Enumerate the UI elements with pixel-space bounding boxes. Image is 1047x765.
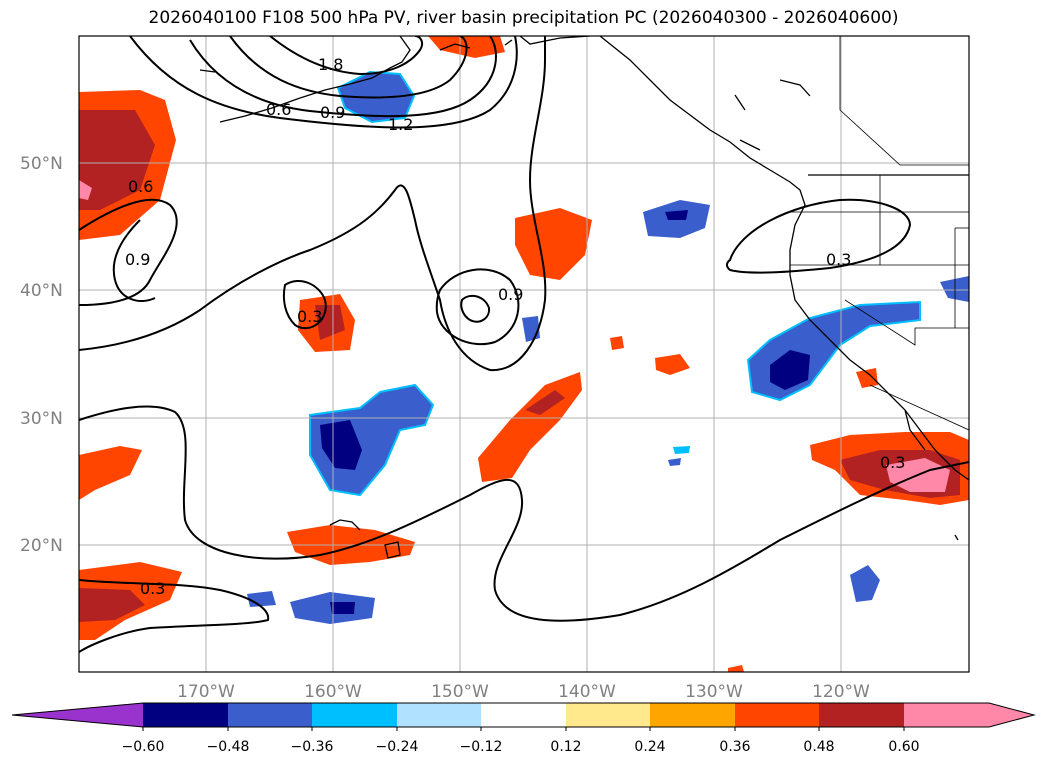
colorbar-tick: 0.12 (550, 739, 581, 755)
precip-blob-positive-core (315, 305, 345, 340)
latitude-labels: 50°N 40°N 30°N 20°N (20, 154, 63, 556)
colorbar-segment (566, 703, 651, 727)
lat-label: 40°N (20, 281, 63, 301)
precip-blob-negative (850, 565, 880, 602)
precip-blob-negative (940, 276, 969, 302)
precip-blob-positive (728, 665, 744, 672)
precip-blob-negative (668, 458, 681, 466)
colorbar-segment (481, 703, 566, 727)
colorbar-tick: 0.24 (634, 739, 665, 755)
colorbar-tick: −0.36 (291, 739, 334, 755)
lon-label: 140°W (558, 682, 616, 702)
colorbar-segment (819, 703, 904, 727)
lon-label: 130°W (685, 682, 743, 702)
contour-label: 0.6 (266, 100, 291, 119)
map-area: 1.8 0.6 0.9 1.2 0.6 0.9 0.3 0.9 0.3 0.3 … (79, 36, 969, 672)
map-frame (78, 35, 970, 673)
lat-label: 20°N (20, 536, 63, 556)
colorbar-segment (143, 703, 228, 727)
precip-blob-negative-core (330, 602, 355, 614)
precip-blob-negative-core (770, 350, 810, 390)
lon-label: 120°W (812, 682, 870, 702)
colorbar-extend-right (989, 703, 1034, 727)
colorbar: −0.60 −0.48 −0.36 −0.24 −0.12 0.12 0.24 … (11, 702, 1036, 755)
lat-label: 50°N (20, 154, 63, 174)
colorbar-segment (650, 703, 735, 727)
contour-labels: 1.8 0.6 0.9 1.2 0.6 0.9 0.3 0.9 0.3 0.3 … (125, 55, 905, 598)
colorbar-extend-left (12, 703, 143, 727)
contour-label: 0.3 (880, 453, 905, 472)
longitude-labels: 170°W 160°W 150°W 140°W 130°W 120°W (177, 682, 870, 702)
colorbar-segment (904, 703, 989, 727)
precip-blob-positive-peak (79, 180, 92, 200)
contour-label: 0.3 (826, 250, 851, 269)
pv-contours (79, 36, 969, 653)
colorbar-tick: 0.36 (719, 739, 750, 755)
precip-blob-negative-core (320, 420, 362, 470)
contour-label: 0.9 (498, 285, 523, 304)
precip-blob-positive-core (79, 588, 145, 622)
colorbar-tick: −0.24 (376, 739, 419, 755)
precip-blob-positive (79, 446, 142, 500)
precip-blob-positive-core (525, 390, 565, 415)
colorbar-tick: −0.48 (207, 739, 250, 755)
precip-blob-positive (856, 368, 878, 388)
map-title: 2026040100 F108 500 hPa PV, river basin … (148, 8, 899, 28)
colorbar-tick: −0.60 (122, 739, 165, 755)
coastlines (199, 36, 969, 559)
lat-label: 30°N (20, 409, 63, 429)
colorbar-segment (397, 703, 482, 727)
colorbar-tick: 0.48 (803, 739, 834, 755)
precip-blob-positive-core (79, 110, 155, 210)
contour-label: 0.3 (297, 307, 322, 326)
contour-label: 0.9 (125, 250, 150, 269)
colorbar-segment (228, 703, 313, 727)
contour-label: 1.2 (388, 115, 413, 134)
colorbar-segment (735, 703, 820, 727)
lon-label: 150°W (431, 682, 489, 702)
colorbar-tick: −0.12 (460, 739, 503, 755)
precip-blob-negative (673, 446, 690, 454)
colorbar-tick: 0.60 (888, 739, 919, 755)
lon-label: 170°W (177, 682, 235, 702)
contour-label: 0.3 (140, 579, 165, 598)
colorbar-segment (312, 703, 397, 727)
lon-label: 160°W (304, 682, 362, 702)
contour-label: 1.8 (318, 55, 343, 74)
precip-blob-positive (655, 354, 690, 375)
contour-label: 0.9 (320, 103, 345, 122)
contour-label: 0.6 (128, 177, 153, 196)
precip-blob-negative-core (665, 210, 688, 220)
precip-blob-positive (610, 336, 624, 350)
precip-blob-positive (515, 208, 592, 280)
